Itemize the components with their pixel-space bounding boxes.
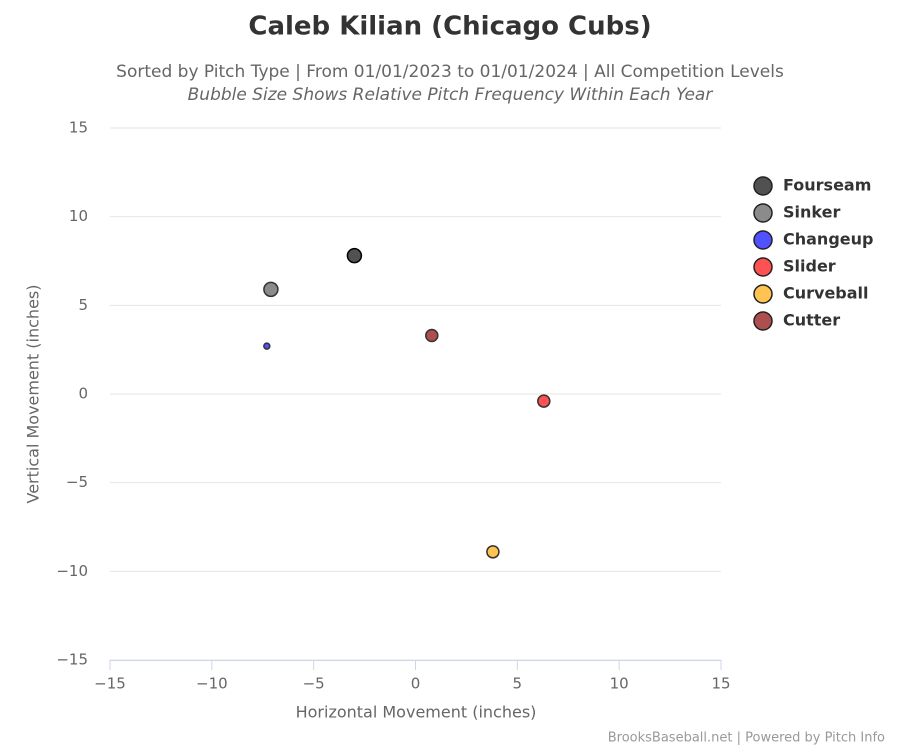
legend-label: Changeup bbox=[783, 230, 873, 249]
legend-marker bbox=[753, 230, 773, 250]
chart-title: Caleb Kilian (Chicago Cubs) bbox=[248, 12, 651, 42]
legend-marker bbox=[753, 257, 773, 277]
bubble bbox=[537, 394, 551, 408]
x-axis-title: Horizontal Movement (inches) bbox=[296, 703, 537, 722]
y-tick-label: −10 bbox=[56, 562, 88, 580]
x-tick-label: 5 bbox=[513, 675, 523, 693]
x-tick-label: −5 bbox=[303, 675, 325, 693]
y-tick-label: 0 bbox=[78, 385, 88, 403]
chart-subtitle: Sorted by Pitch Type | From 01/01/2023 t… bbox=[116, 62, 784, 82]
x-tick-label: 15 bbox=[711, 675, 730, 693]
y-tick-label: 10 bbox=[69, 207, 88, 225]
legend-marker bbox=[753, 284, 773, 304]
legend-marker bbox=[753, 176, 773, 196]
bubble bbox=[263, 342, 271, 350]
y-axis-title: Vertical Movement (inches) bbox=[24, 285, 43, 504]
legend-label: Fourseam bbox=[783, 176, 871, 195]
bubble bbox=[263, 281, 279, 298]
bubble bbox=[486, 545, 500, 559]
bubble bbox=[346, 247, 363, 264]
legend-label: Sinker bbox=[783, 203, 840, 222]
y-tick-label: −15 bbox=[56, 651, 88, 669]
y-tick-label: 15 bbox=[69, 119, 88, 137]
x-tick-label: −15 bbox=[94, 675, 126, 693]
x-tick-label: 0 bbox=[411, 675, 421, 693]
legend-marker bbox=[753, 311, 773, 331]
legend-marker bbox=[753, 203, 773, 223]
x-tick-label: −10 bbox=[196, 675, 228, 693]
legend-label: Cutter bbox=[783, 311, 840, 330]
chart-subtitle: Bubble Size Shows Relative Pitch Frequen… bbox=[188, 85, 714, 105]
y-tick-label: −5 bbox=[66, 473, 88, 491]
bubble bbox=[425, 328, 439, 343]
legend-label: Slider bbox=[783, 257, 836, 276]
credits: BrooksBaseball.net | Powered by Pitch In… bbox=[608, 731, 885, 746]
x-tick-label: 10 bbox=[610, 675, 629, 693]
y-tick-label: 5 bbox=[78, 296, 88, 314]
legend-label: Curveball bbox=[783, 284, 869, 303]
